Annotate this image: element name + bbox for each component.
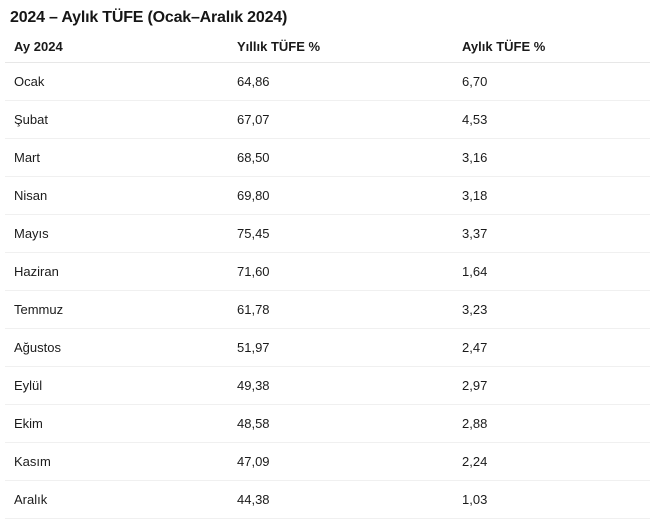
table-row: Kasım 47,09 2,24 [5, 442, 650, 481]
table-body: Ocak 64,86 6,70 Şubat 67,07 4,53 Mart 68,50 3,16… [5, 62, 650, 519]
month-cell: Eylül [5, 366, 228, 405]
yearly-tufe-cell: 69,80 [228, 176, 453, 215]
table-row: Ocak 64,86 6,70 [5, 62, 650, 101]
monthly-tufe-cell: 6,70 [453, 62, 650, 101]
monthly-tufe-cell: 3,18 [453, 176, 650, 215]
table-row: Temmuz 61,78 3,23 [5, 290, 650, 329]
month-cell: Ağustos [5, 328, 228, 367]
monthly-tufe-cell: 1,64 [453, 252, 650, 291]
column-header-monthly-tufe: Aylık TÜFE % [453, 34, 650, 63]
table-row: Ekim 48,58 2,88 [5, 404, 650, 443]
yearly-tufe-cell: 51,97 [228, 328, 453, 367]
table-row: Haziran 71,60 1,64 [5, 252, 650, 291]
monthly-tufe-cell: 4,53 [453, 100, 650, 139]
monthly-tufe-cell: 3,16 [453, 138, 650, 177]
yearly-tufe-cell: 71,60 [228, 252, 453, 291]
monthly-tufe-cell: 2,97 [453, 366, 650, 405]
yearly-tufe-cell: 44,38 [228, 480, 453, 519]
monthly-tufe-cell: 1,03 [453, 480, 650, 519]
monthly-tufe-cell: 2,88 [453, 404, 650, 443]
yearly-tufe-cell: 49,38 [228, 366, 453, 405]
table-header: Ay 2024 Yıllık TÜFE % Aylık TÜFE % [5, 34, 650, 63]
table-row: Ağustos 51,97 2,47 [5, 328, 650, 367]
table-row: Şubat 67,07 4,53 [5, 100, 650, 139]
monthly-tufe-cell: 2,24 [453, 442, 650, 481]
month-cell: Nisan [5, 176, 228, 215]
table-row: Eylül 49,38 2,97 [5, 366, 650, 405]
table-row: Nisan 69,80 3,18 [5, 176, 650, 215]
page-title: 2024 – Aylık TÜFE (Ocak–Aralık 2024) [10, 9, 288, 26]
month-cell: Aralık [5, 480, 228, 519]
month-cell: Mayıs [5, 214, 228, 253]
month-cell: Temmuz [5, 290, 228, 329]
table-row: Mart 68,50 3,16 [5, 138, 650, 177]
monthly-tufe-cell: 3,37 [453, 214, 650, 253]
table-row: Aralık 44,38 1,03 [5, 480, 650, 519]
month-cell: Mart [5, 138, 228, 177]
month-cell: Ekim [5, 404, 228, 443]
table-row: Mayıs 75,45 3,37 [5, 214, 650, 253]
column-header-month: Ay 2024 [5, 34, 228, 63]
month-cell: Kasım [5, 442, 228, 481]
month-cell: Ocak [5, 62, 228, 101]
month-cell: Şubat [5, 100, 228, 139]
column-header-yearly-tufe: Yıllık TÜFE % [228, 34, 453, 63]
month-cell: Haziran [5, 252, 228, 291]
yearly-tufe-cell: 61,78 [228, 290, 453, 329]
monthly-tufe-cell: 3,23 [453, 290, 650, 329]
yearly-tufe-cell: 67,07 [228, 100, 453, 139]
monthly-tufe-cell: 2,47 [453, 328, 650, 367]
tufe-table: Ay 2024 Yıllık TÜFE % Aylık TÜFE % Ocak 6… [5, 34, 650, 519]
yearly-tufe-cell: 48,58 [228, 404, 453, 443]
yearly-tufe-cell: 68,50 [228, 138, 453, 177]
yearly-tufe-cell: 75,45 [228, 214, 453, 253]
yearly-tufe-cell: 47,09 [228, 442, 453, 481]
yearly-tufe-cell: 64,86 [228, 62, 453, 101]
table-header-row: Ay 2024 Yıllık TÜFE % Aylık TÜFE % [5, 34, 650, 63]
